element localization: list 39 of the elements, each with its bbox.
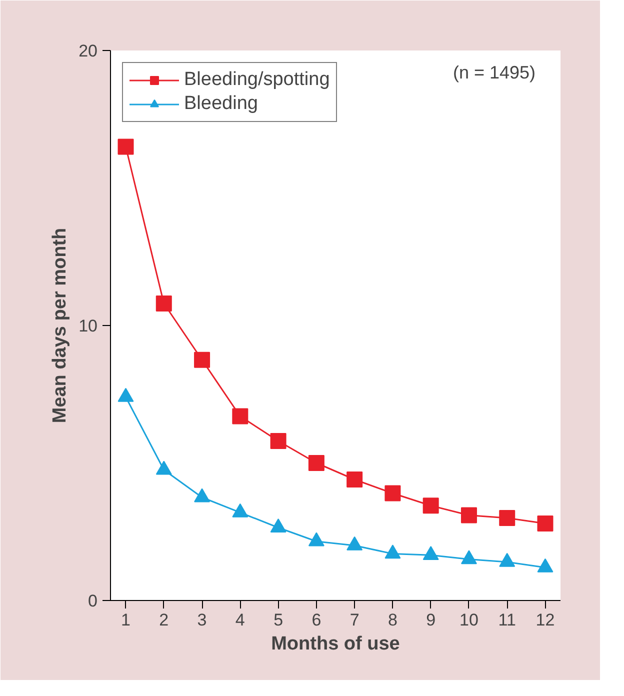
point <box>156 296 172 312</box>
point <box>346 536 363 550</box>
x-tick-label: 7 <box>350 610 360 630</box>
point <box>194 352 210 368</box>
point <box>499 552 516 567</box>
point <box>384 544 401 559</box>
point <box>118 138 134 155</box>
point <box>232 503 248 518</box>
x-tick-label: 4 <box>235 610 245 630</box>
point <box>308 455 324 471</box>
x-tick-label: 6 <box>312 610 322 630</box>
point <box>270 518 286 532</box>
point <box>308 532 324 546</box>
x-tick-label: 12 <box>536 610 555 630</box>
x-tick-label: 2 <box>159 610 169 630</box>
annotation: (n = 1495) <box>452 62 536 82</box>
legend-label: Bleeding <box>184 93 258 115</box>
x-tick-label: 5 <box>274 610 284 630</box>
x-tick-label: 10 <box>460 610 478 630</box>
point <box>346 472 363 488</box>
y-tick-label: 0 <box>88 592 98 610</box>
x-tick-label: 3 <box>197 610 207 630</box>
point <box>194 488 210 502</box>
x-axis-title: Months of use <box>271 634 400 654</box>
point <box>460 550 477 564</box>
legend-label: Bleeding/spotting <box>184 69 330 91</box>
point <box>156 460 172 475</box>
point <box>118 388 134 402</box>
x-tick-label: 9 <box>426 610 436 630</box>
point <box>232 408 248 424</box>
x-tick-label: 8 <box>388 610 398 630</box>
y-tick-label: 20 <box>78 42 98 60</box>
point <box>422 546 439 560</box>
point <box>537 558 554 572</box>
y-tick-label: 10 <box>78 316 98 336</box>
y-axis-title: Mean days per month <box>50 228 71 424</box>
point <box>270 433 286 449</box>
x-tick-label: 1 <box>121 610 130 630</box>
x-tick-label: 11 <box>498 610 516 630</box>
